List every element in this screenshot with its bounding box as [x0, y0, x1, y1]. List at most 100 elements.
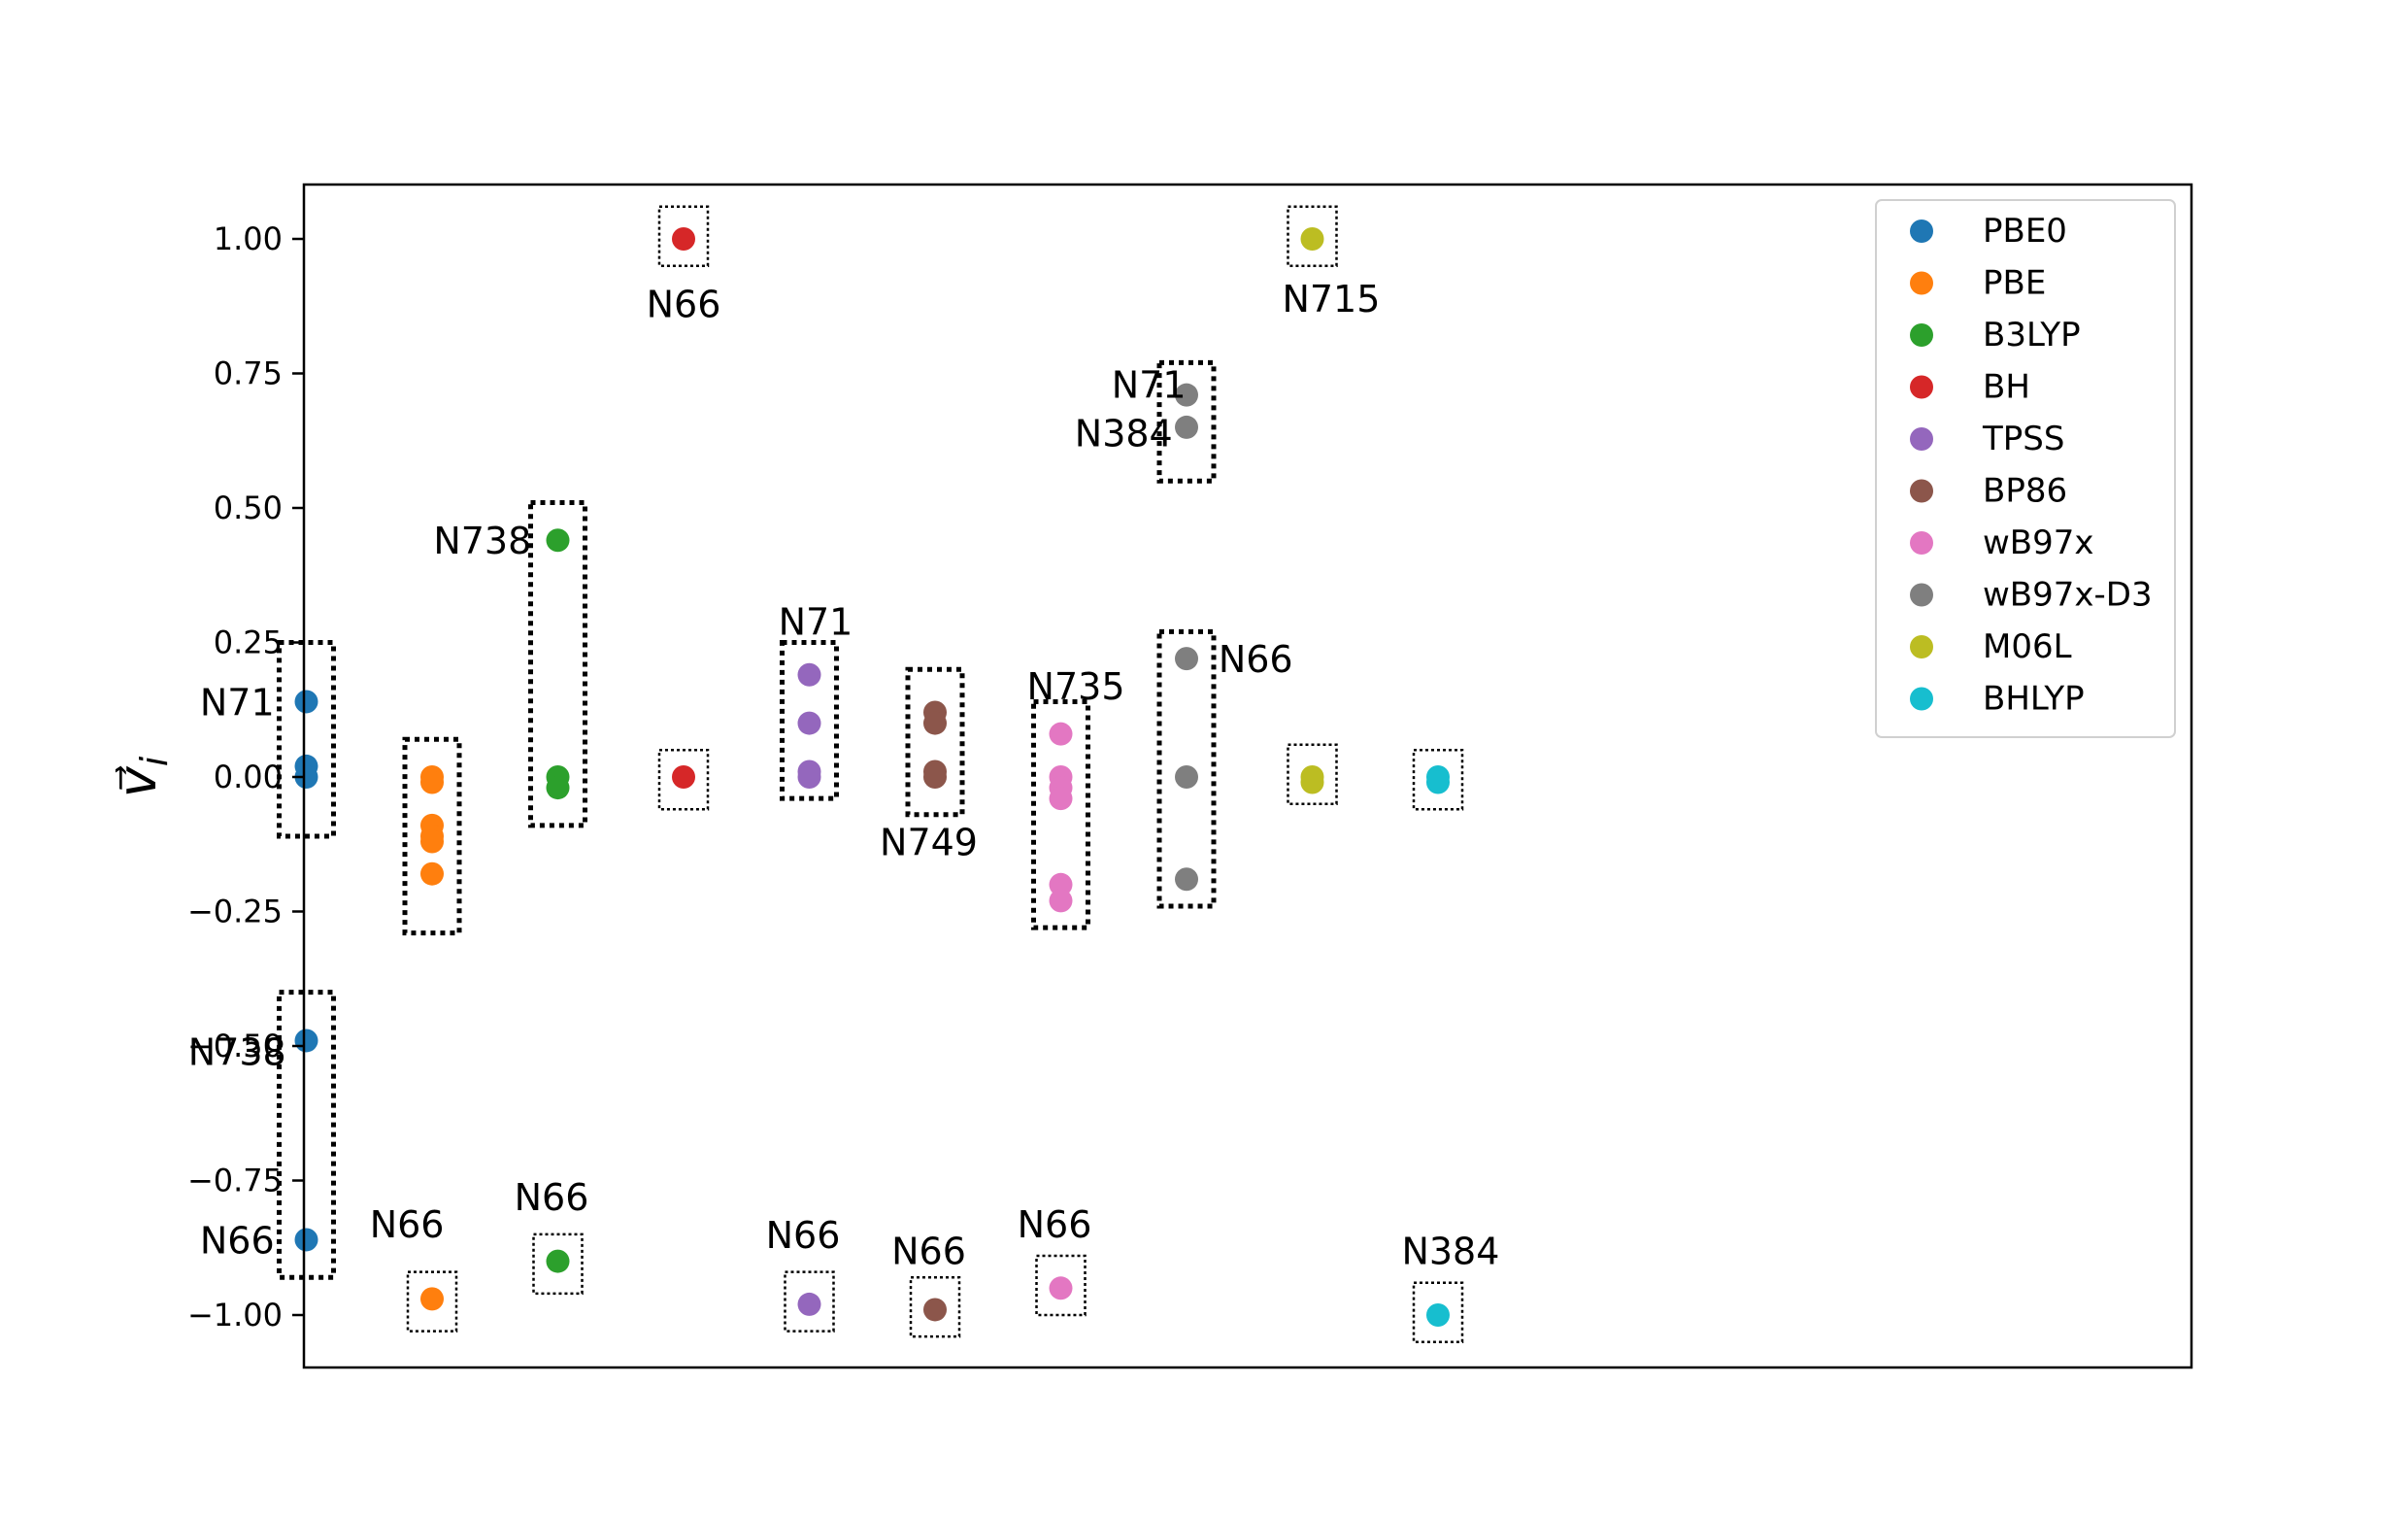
highlight-box-17	[1287, 205, 1338, 267]
annotation-label-1: N71	[200, 681, 275, 724]
point-pbe-2	[420, 770, 444, 794]
annotation-label-8: N71	[779, 600, 853, 643]
annotation-label-11: N66	[891, 1231, 966, 1273]
annotation-label-18: N384	[1401, 1231, 1499, 1273]
legend-label-1: PBE0	[1983, 212, 2067, 251]
highlight-box-1	[277, 640, 336, 839]
legend-marker-10	[1910, 687, 1933, 711]
point-wb97x-d3-5	[1175, 867, 1198, 892]
point-wb97x-d3-2	[1175, 415, 1198, 439]
highlight-box-18	[1287, 743, 1338, 805]
y-tick-label-6: −0.25	[187, 894, 283, 930]
point-bhlyp-3	[1426, 1303, 1450, 1327]
legend-label-6: BP86	[1983, 472, 2067, 511]
highlight-box-2	[277, 990, 336, 1280]
legend-label-3: B3LYP	[1983, 316, 2081, 354]
point-wb97x-1	[1049, 722, 1073, 746]
y-axis-label-subscript: i	[133, 756, 176, 766]
y-tick-label-5: 0.00	[214, 759, 283, 795]
legend-label-2: PBE	[1983, 264, 2046, 303]
point-b3lyp-3	[546, 776, 570, 800]
point-pbe-7	[420, 1287, 444, 1311]
dotted-boxes	[277, 205, 1464, 1343]
data-points	[294, 227, 1450, 1327]
y-tick-label-7: −0.50	[187, 1028, 283, 1064]
legend-marker-4	[1910, 375, 1933, 399]
highlight-box-14	[1035, 1254, 1087, 1317]
annotation-label-12: N735	[1027, 665, 1125, 708]
point-pbe-6	[420, 861, 444, 886]
annotation-label-17: N715	[1282, 278, 1380, 321]
point-tpss-5	[797, 1292, 821, 1316]
highlight-box-7	[657, 205, 710, 267]
point-wb97x-d3-4	[1175, 765, 1198, 789]
y-tick-label-1: 1.00	[214, 220, 283, 257]
annotation-label-3: N66	[200, 1219, 275, 1262]
highlight-box-9	[780, 640, 839, 801]
highlight-box-19	[1412, 749, 1464, 811]
y-tick-label-2: 0.75	[214, 355, 283, 392]
legend-label-7: wB97x	[1983, 523, 2094, 562]
point-pbe0-3	[294, 765, 318, 789]
legend-marker-9	[1910, 635, 1933, 658]
annotation-label-2: N738	[188, 1031, 286, 1074]
legend-marker-7	[1910, 531, 1933, 555]
y-axis-label-main: v⃗	[107, 765, 168, 797]
legend-marker-1	[1910, 219, 1933, 243]
annotation-label-10: N749	[880, 821, 978, 863]
point-tpss-1	[797, 662, 821, 687]
point-m06l-3	[1300, 770, 1324, 794]
annotation-label-13: N66	[1018, 1203, 1092, 1246]
point-b3lyp-4	[546, 1249, 570, 1273]
point-bp86-4	[923, 765, 947, 789]
point-tpss-4	[797, 765, 821, 789]
annotations: N71 N738 N66 N66 N738 N66 N66 N71 N66 N749 N66 N735…	[188, 278, 1500, 1273]
highlight-box-3	[402, 736, 462, 936]
point-pbe0-5	[294, 1228, 318, 1252]
point-wb97x-d3-1	[1175, 383, 1198, 407]
highlight-box-6	[532, 1232, 584, 1296]
highlight-box-12	[909, 1275, 961, 1338]
point-bh-2	[672, 765, 695, 789]
highlight-box-4	[406, 1270, 458, 1333]
annotation-label-5: N738	[433, 520, 531, 562]
point-tpss-2	[797, 711, 821, 735]
point-bh-1	[672, 227, 695, 251]
highlight-box-11	[905, 666, 965, 818]
y-tick-label-4: 0.25	[214, 624, 283, 661]
point-wb97x-d3-3	[1175, 647, 1198, 671]
point-bp86-5	[923, 1298, 947, 1322]
legend-label-4: BH	[1983, 368, 2030, 407]
y-axis: 1.00 0.75 0.50 0.25 0.00 −0.25 −0.50 −0.75 −1.00	[187, 220, 304, 1333]
point-wb97x-4	[1049, 787, 1073, 811]
y-tick-label-8: −0.75	[187, 1163, 283, 1199]
highlight-box-8	[657, 749, 710, 811]
highlight-box-10	[784, 1270, 835, 1333]
highlight-box-13	[1031, 698, 1090, 930]
legend-marker-8	[1910, 583, 1933, 607]
point-pbe-5	[420, 829, 444, 854]
legend: PBE0 PBE B3LYP BH TPSS BP86 wB97x wB97x-D3 M06L B…	[1875, 199, 2176, 738]
highlight-box-5	[528, 499, 587, 828]
point-m06l-1	[1300, 227, 1324, 251]
legend-frame	[1875, 199, 2176, 738]
y-tick-label-3: 0.50	[214, 489, 283, 526]
legend-marker-6	[1910, 479, 1933, 503]
legend-marker-2	[1910, 271, 1933, 295]
point-bp86-2	[923, 711, 947, 735]
legend-label-9: M06L	[1983, 627, 2072, 666]
annotation-label-6: N66	[515, 1176, 589, 1219]
annotation-label-4: N66	[370, 1203, 445, 1246]
y-tick-label-9: −1.00	[187, 1297, 283, 1333]
highlight-box-20	[1412, 1281, 1464, 1343]
point-b3lyp-1	[546, 528, 570, 553]
legend-label-10: BHLYP	[1983, 680, 2085, 719]
annotation-label-16: N66	[1219, 638, 1293, 681]
y-axis-label: v⃗i	[107, 756, 176, 797]
point-wb97x-5	[1049, 872, 1073, 896]
annotation-label-7: N66	[647, 283, 721, 325]
annotation-label-15: N384	[1075, 412, 1173, 455]
highlight-box-15	[1156, 359, 1217, 484]
legend-label-5: TPSS	[1982, 420, 2064, 458]
